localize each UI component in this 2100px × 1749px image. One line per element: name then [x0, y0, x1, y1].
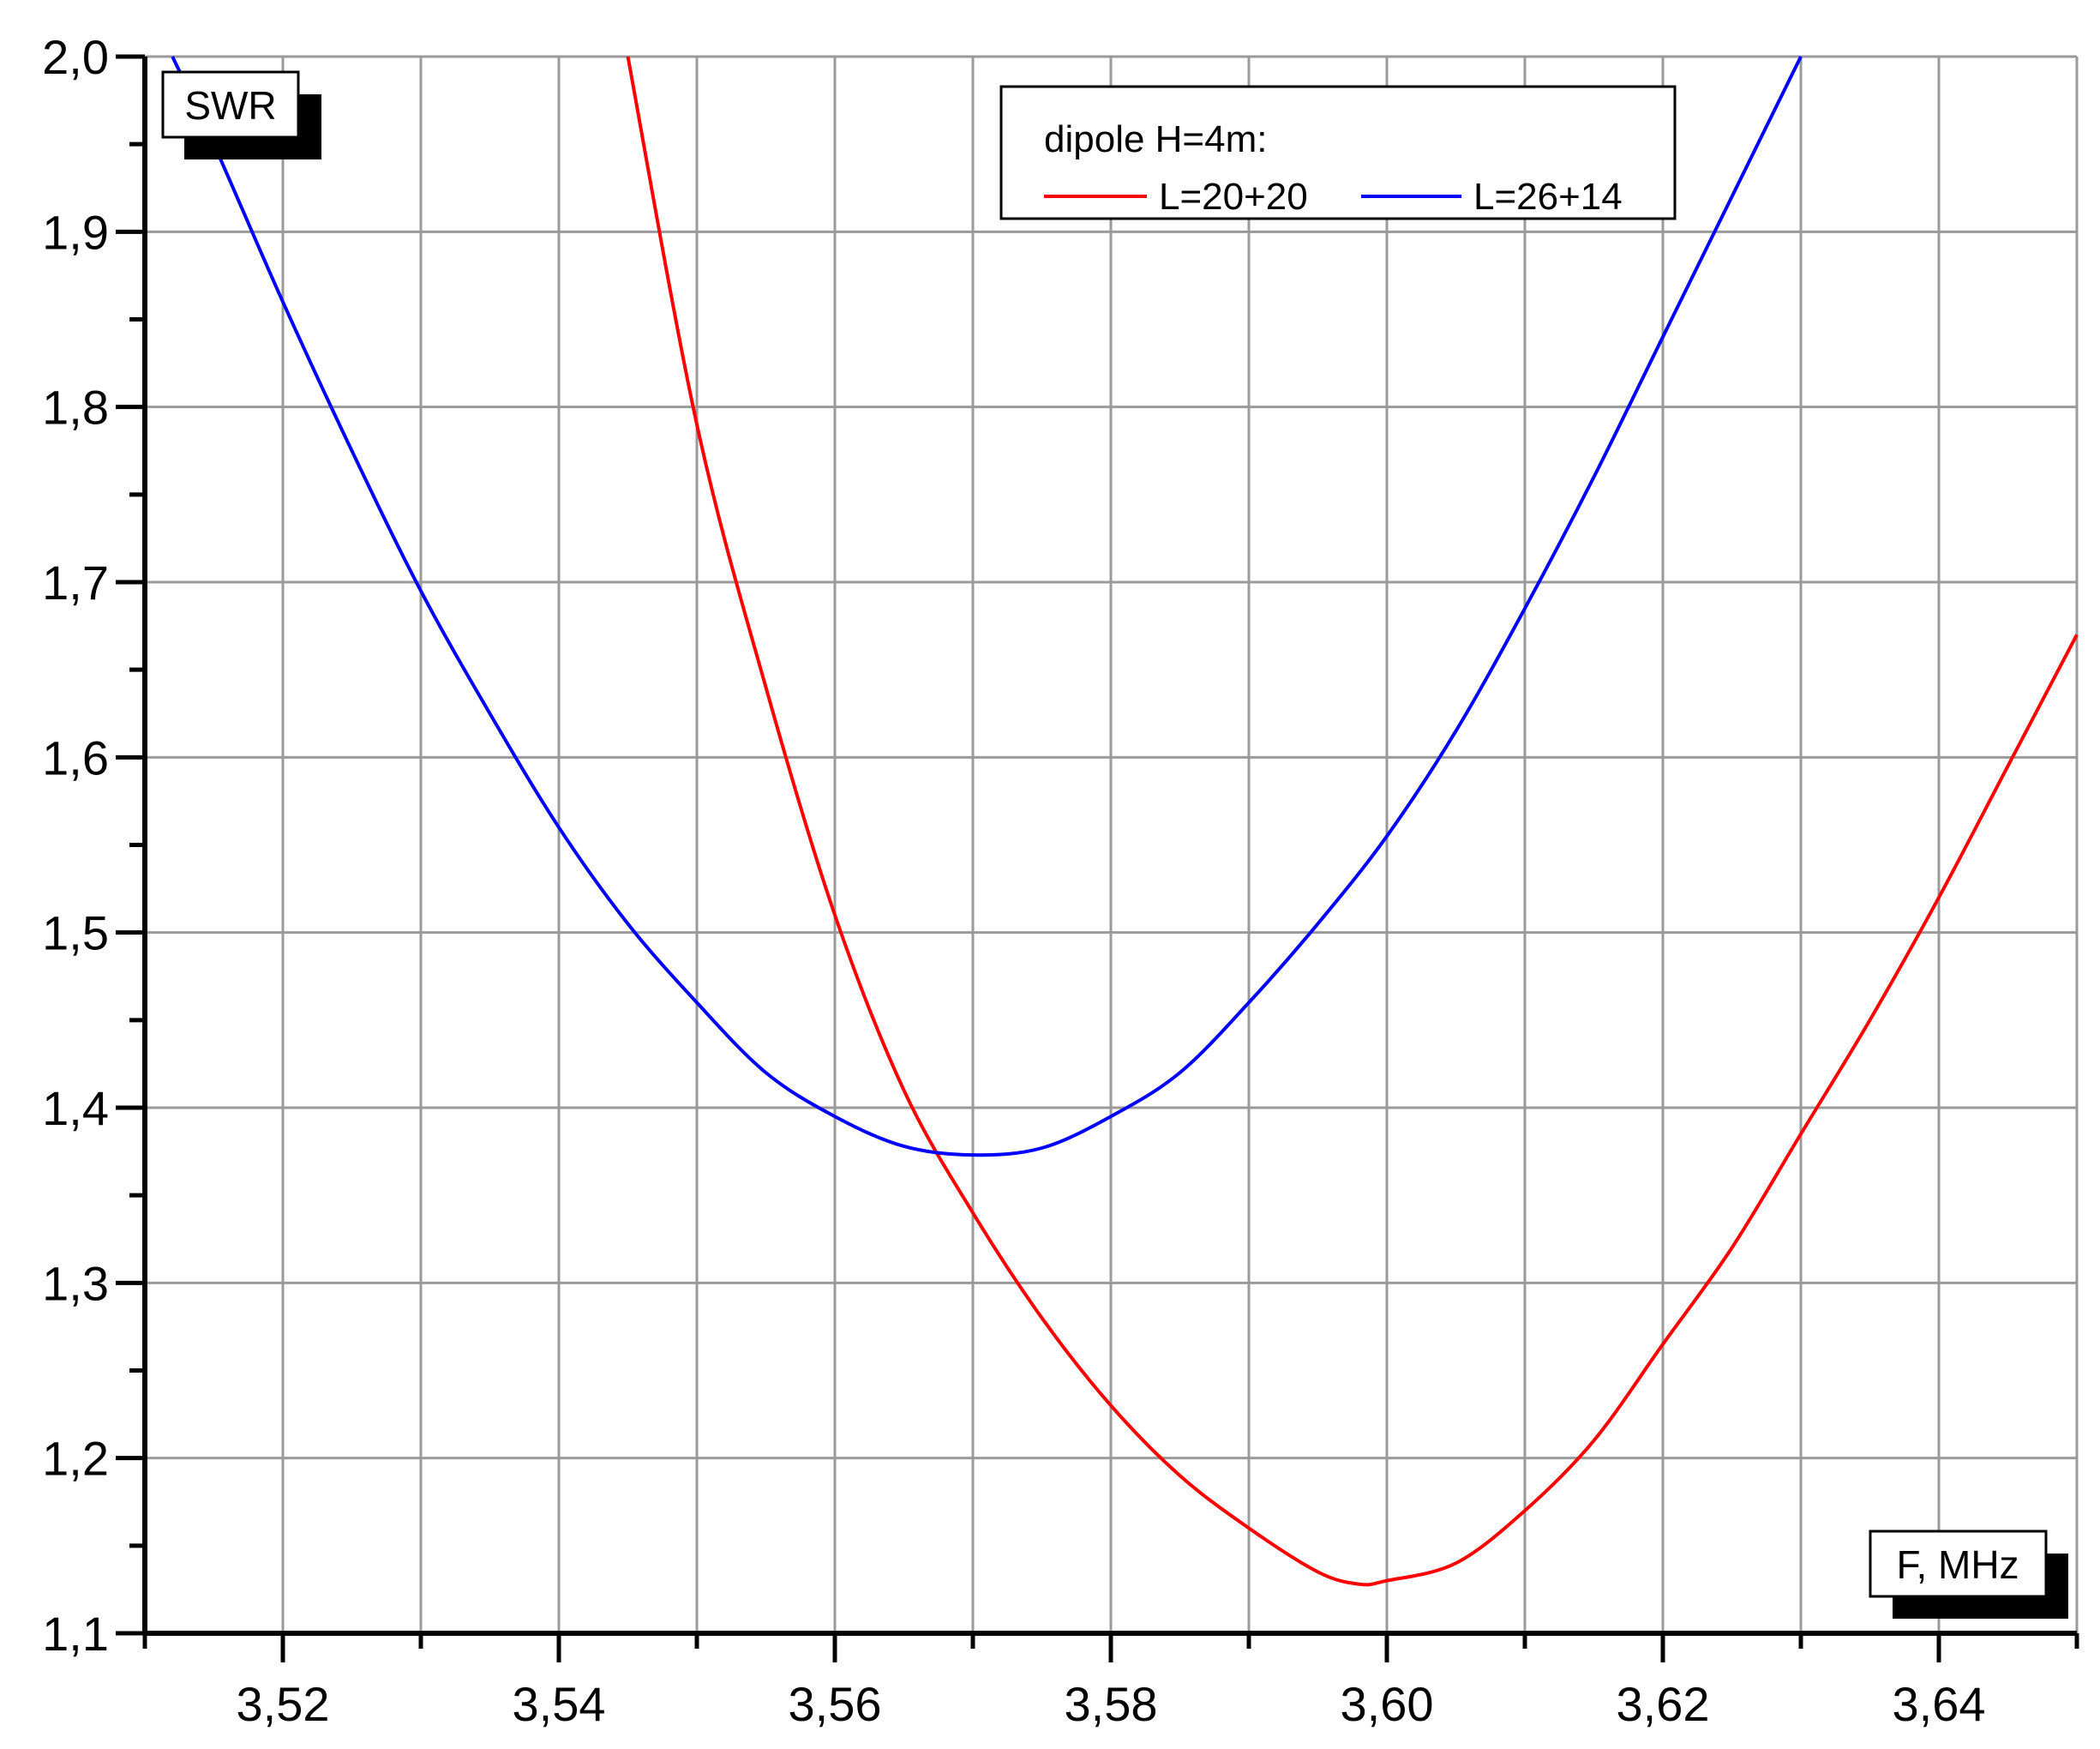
- y-tick-label-9: 2,0: [42, 30, 109, 84]
- legend-label-l26: L=26+14: [1473, 176, 1623, 218]
- x-tick-label-6: 3,64: [1893, 1677, 1986, 1731]
- y-tick-label-2: 1,3: [42, 1256, 109, 1310]
- y-tick-label-8: 1,9: [42, 205, 109, 259]
- y-tick-label-4: 1,5: [42, 906, 109, 960]
- x-tick-label-0: 3,52: [237, 1677, 330, 1731]
- x-tick-label-4: 3,60: [1341, 1677, 1434, 1731]
- ticks: 1,1 1,2 1,3 1,4 1,5 1,6 1,7 1,8 1,9 2,0 3,52 3,54 3,…: [42, 30, 2079, 1731]
- y-axis-label-frame: [161, 70, 300, 139]
- legend: dipole H=4m: L=20+20 L=26+14: [999, 85, 1677, 220]
- y-tick-label-3: 1,4: [42, 1081, 109, 1135]
- y-tick-label-1: 1,2: [42, 1432, 109, 1486]
- legend-label-l20: L=20+20: [1159, 176, 1308, 218]
- series-line-0: [626, 56, 2079, 1587]
- y-tick-label-0: 1,1: [42, 1607, 109, 1661]
- y-tick-label-6: 1,7: [42, 556, 109, 610]
- series-line-1: [171, 56, 1803, 1157]
- x-tick-label-3: 3,58: [1065, 1677, 1158, 1731]
- x-axis-label: F, MHz: [1896, 1542, 2019, 1587]
- y-axis-label: SWR: [184, 83, 276, 128]
- x-axis-label-frame: [1869, 1530, 2048, 1598]
- y-tick-label-7: 1,8: [42, 381, 109, 435]
- x-tick-label-5: 3,62: [1617, 1677, 1710, 1731]
- legend-title: dipole H=4m:: [1044, 118, 1267, 160]
- y-axis-label-box: SWR: [161, 70, 321, 159]
- y-tick-label-5: 1,6: [42, 730, 109, 784]
- x-axis-label-box: F, MHz: [1869, 1530, 2068, 1619]
- x-tick-label-2: 3,56: [789, 1677, 882, 1731]
- series-group: [171, 56, 2079, 1587]
- x-tick-label-1: 3,54: [513, 1677, 606, 1731]
